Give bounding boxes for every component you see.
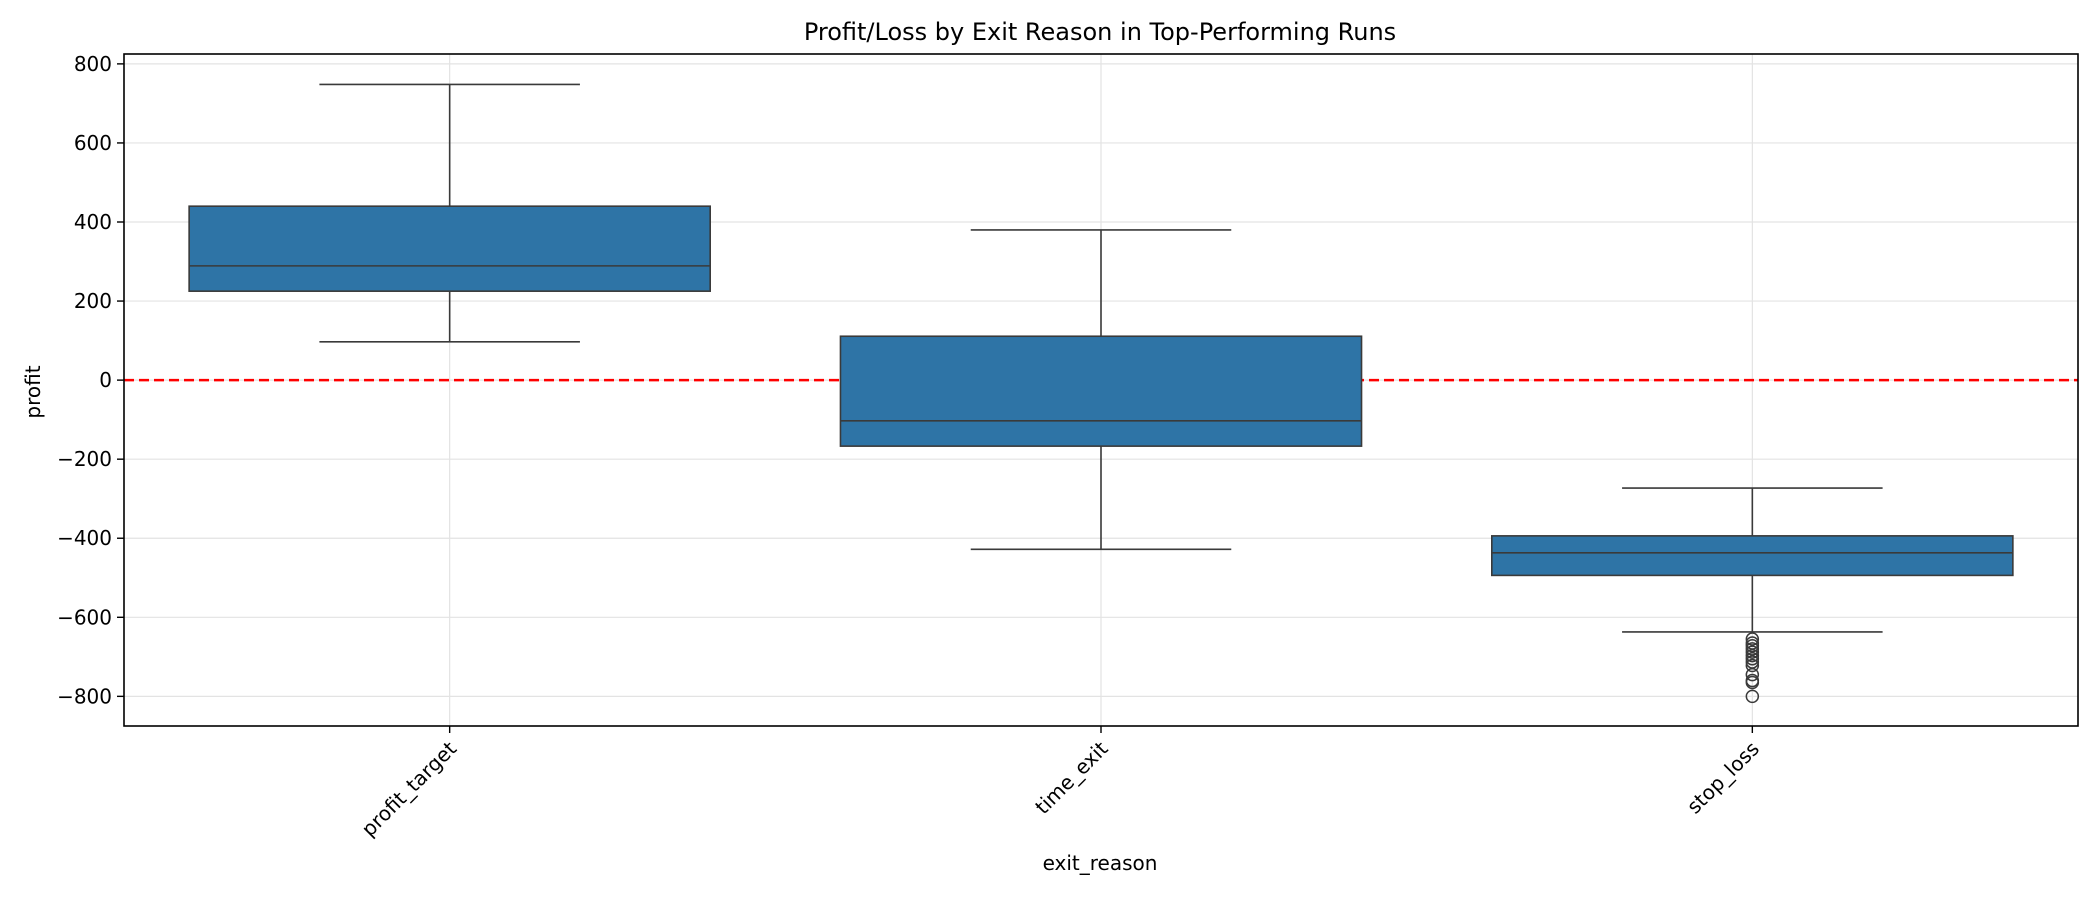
outlier-point	[1745, 652, 1760, 666]
box-group	[1491, 487, 2014, 704]
outlier-point	[1745, 658, 1760, 673]
iqr-box	[839, 335, 1363, 447]
outlier-point	[1745, 648, 1760, 663]
iqr-box	[188, 205, 711, 292]
outlier-point	[1745, 645, 1760, 659]
iqr-box	[1491, 535, 2014, 577]
outlier-point	[1745, 667, 1760, 682]
outlier-point	[1745, 675, 1760, 690]
x-axis-label: exit_reason	[1043, 851, 1158, 875]
y-tick-label: −600	[57, 605, 112, 629]
outlier-point	[1745, 632, 1760, 646]
y-tick-label: 200	[74, 289, 112, 313]
x-tick-label: profit_target	[357, 736, 462, 841]
y-tick-label: −400	[57, 526, 112, 550]
y-tick-label: 0	[99, 368, 112, 392]
y-tick-label: 600	[74, 131, 112, 155]
x-tick-label: stop_loss	[1682, 737, 1764, 819]
boxes-layer	[188, 83, 2014, 704]
chart-title: Profit/Loss by Exit Reason in Top-Perfor…	[804, 18, 1396, 46]
y-tick-label: 800	[74, 52, 112, 76]
outlier-point	[1745, 642, 1760, 656]
outlier-point	[1745, 639, 1760, 653]
box-group	[188, 83, 711, 343]
x-tick-label: time_exit	[1030, 736, 1112, 818]
y-tick-label: −200	[57, 447, 112, 471]
y-axis-label: profit	[21, 365, 45, 418]
y-tick-label: −800	[57, 684, 112, 708]
y-tick-label: 400	[74, 210, 112, 234]
outlier-point	[1745, 689, 1760, 704]
box-group	[839, 229, 1363, 551]
